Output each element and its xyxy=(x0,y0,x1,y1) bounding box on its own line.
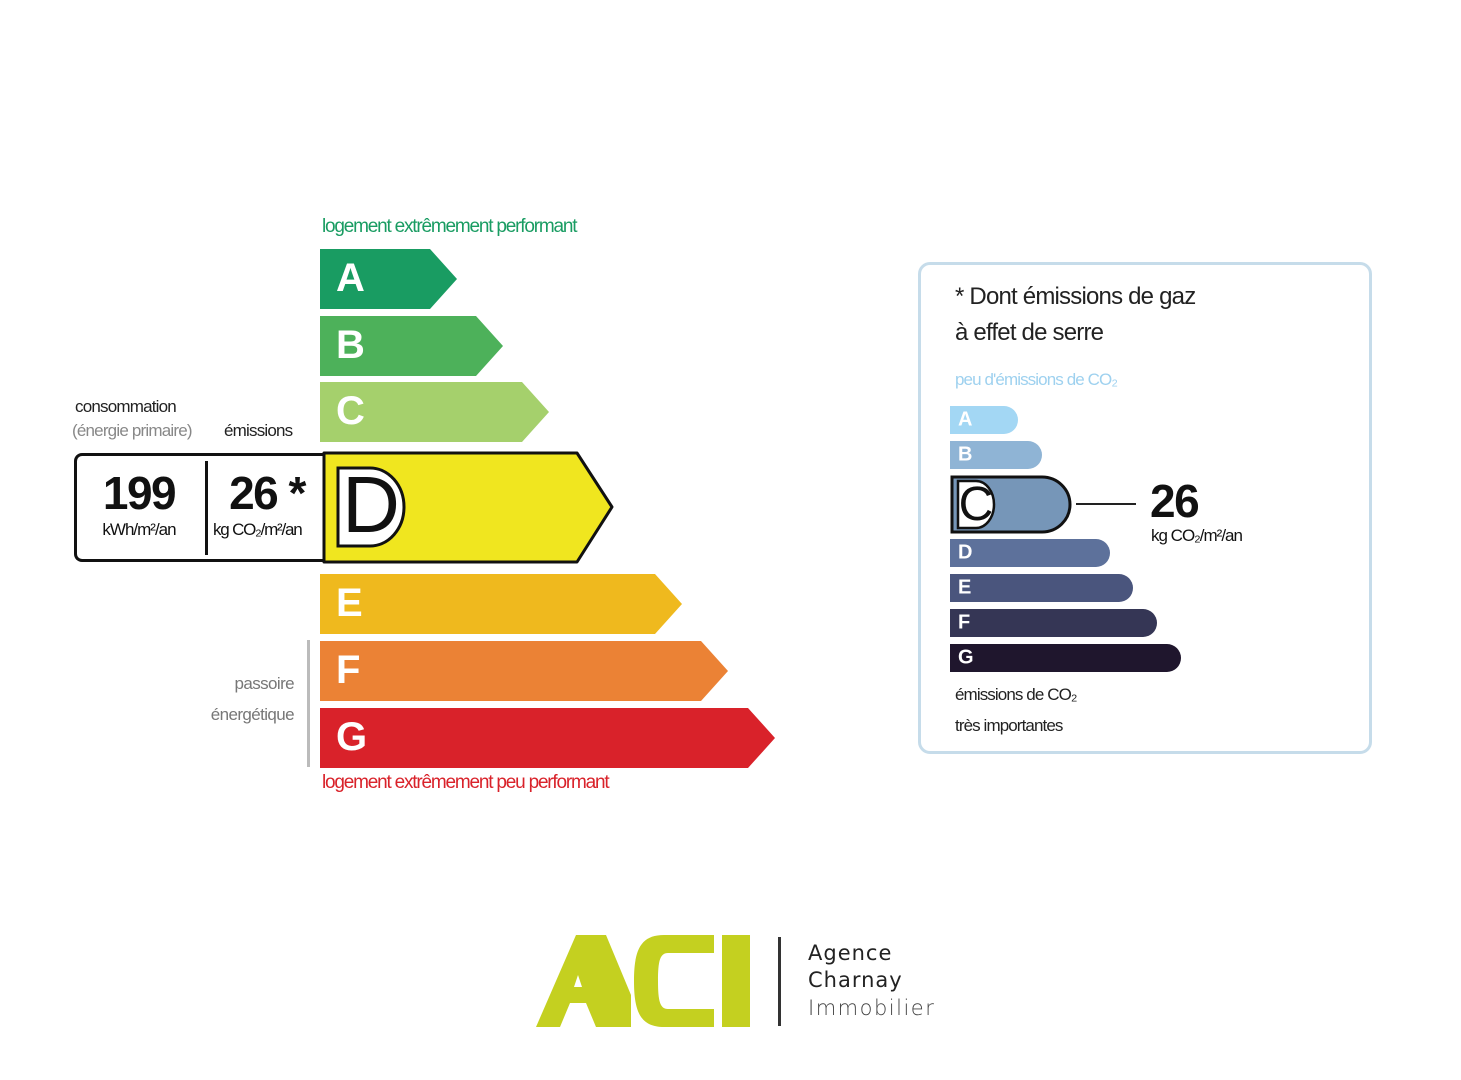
dpe-class-c-arrow xyxy=(320,382,549,442)
logo-text-charnay: Charnay xyxy=(808,968,903,992)
consumption-value: 199 xyxy=(102,467,177,519)
ges-class-f-shape xyxy=(950,609,1157,637)
consumption-unit: kWh/m²/an xyxy=(102,520,176,539)
ges-class-g-bar: G xyxy=(950,644,1181,672)
ges-class-a-bar: A xyxy=(950,406,1018,434)
dpe-class-f-letter: F xyxy=(336,648,361,693)
logo-separator xyxy=(778,937,781,1026)
dpe-class-a-bar: A xyxy=(320,249,457,309)
dpe-class-f-bar: F xyxy=(320,641,728,701)
ges-class-a-shape xyxy=(950,406,1018,434)
ges-current-class-badge: C xyxy=(956,477,996,532)
ges-class-b-bar: B xyxy=(950,441,1042,469)
ges-class-a-letter: A xyxy=(958,408,973,431)
dpe-class-g-bar: G xyxy=(320,708,775,768)
ges-class-d-shape xyxy=(950,539,1110,567)
dpe-class-b-arrow xyxy=(320,316,503,376)
dpe-class-b-letter: B xyxy=(336,323,365,368)
ges-bottom-caption-line2: très importantes xyxy=(955,716,1063,735)
ges-panel xyxy=(918,262,1372,754)
dpe-bottom-caption: logement extrêmement peu performant xyxy=(322,772,610,793)
ges-class-d-letter: D xyxy=(958,541,973,564)
dpe-top-caption: logement extrêmement performant xyxy=(322,216,577,237)
dpe-class-b-bar: B xyxy=(320,316,503,376)
ges-class-d-bar: D xyxy=(950,539,1110,567)
dpe-class-g-arrow xyxy=(320,708,775,768)
ges-title-line1: * Dont émissions de gaz xyxy=(955,283,1196,310)
dpe-class-f-arrow xyxy=(320,641,728,701)
ges-class-e-letter: E xyxy=(958,576,972,599)
ges-top-caption: peu d'émissions de CO₂ xyxy=(955,370,1118,389)
ges-value-connector xyxy=(1076,503,1136,505)
dpe-class-g-letter: G xyxy=(336,715,368,760)
dpe-values-divider xyxy=(205,461,208,555)
passoire-label-line2: énergétique xyxy=(210,705,295,724)
dpe-class-c-bar: C xyxy=(320,382,549,442)
aci-logo-mark xyxy=(536,935,750,1027)
dpe-class-e-letter: E xyxy=(336,581,363,626)
dpe-current-class-badge-outline xyxy=(336,466,406,548)
ges-class-e-shape xyxy=(950,574,1133,602)
ges-class-b-letter: B xyxy=(958,443,973,466)
primary-energy-label: (énergie primaire) xyxy=(72,421,193,440)
ges-title-line2: à effet de serre xyxy=(955,319,1104,346)
passoire-bracket xyxy=(307,640,310,767)
logo-text-agence: Agence xyxy=(808,941,893,965)
ges-bottom-caption-line1: émissions de CO₂ xyxy=(955,685,1078,704)
dpe-class-e-bar: E xyxy=(320,574,682,634)
dpe-class-c-letter: C xyxy=(336,389,365,434)
emissions-value: 26 * xyxy=(229,467,306,519)
ges-class-e-bar: E xyxy=(950,574,1133,602)
ges-class-g-shape xyxy=(950,644,1181,672)
ges-class-b-shape xyxy=(950,441,1042,469)
ges-class-g-letter: G xyxy=(958,646,974,669)
dpe-class-e-arrow xyxy=(320,574,682,634)
dpe-values-box xyxy=(74,453,324,562)
ges-value: 26 xyxy=(1150,475,1200,527)
ges-class-f-bar: F xyxy=(950,609,1157,637)
consumption-label: consommation xyxy=(75,397,177,416)
ges-current-class-letter: C xyxy=(958,478,994,531)
passoire-label-line1: passoire xyxy=(234,674,295,693)
ges-current-class-badge-outline xyxy=(956,479,996,530)
dpe-current-class-badge: D xyxy=(336,460,406,549)
dpe-class-a-arrow xyxy=(320,249,457,309)
ges-class-f-letter: F xyxy=(958,611,971,634)
dpe-class-a-letter: A xyxy=(336,256,365,301)
emissions-label: émissions xyxy=(224,421,293,440)
logo-text-immobilier: Immobilier xyxy=(808,996,936,1020)
dpe-current-class-letter: D xyxy=(342,460,400,549)
ges-unit: kg CO₂/m²/an xyxy=(1151,526,1243,545)
emissions-unit: kg CO₂/m²/an xyxy=(213,520,303,539)
